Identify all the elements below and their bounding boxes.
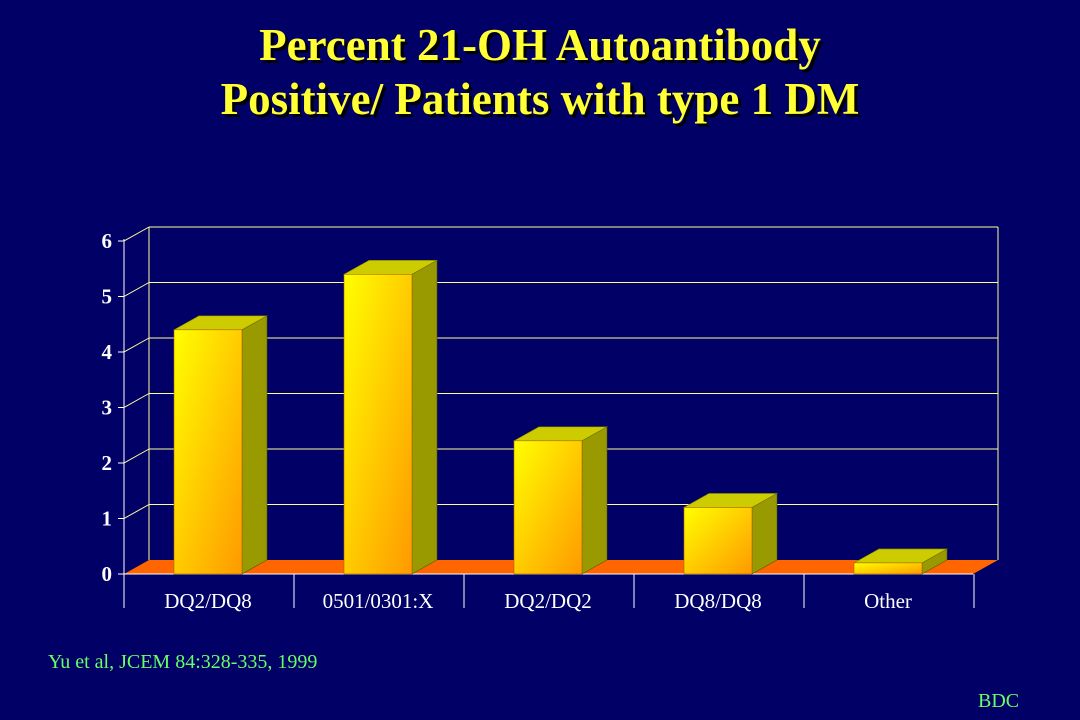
bar-other bbox=[852, 548, 949, 575]
bar-0501-0301-x bbox=[342, 259, 439, 575]
x-tick-label: DQ8/DQ8 bbox=[674, 589, 762, 613]
bar-front-face bbox=[173, 329, 243, 575]
y-tick-label: 2 bbox=[102, 451, 113, 475]
title-line-2: Positive/ Patients with type 1 DM bbox=[220, 74, 860, 124]
gridlines bbox=[123, 226, 999, 560]
y-tick-label: 0 bbox=[102, 562, 113, 586]
y-tick-label: 6 bbox=[102, 229, 113, 253]
gridline-diagonal bbox=[123, 226, 150, 242]
title-line-1: Percent 21-OH Autoantibody bbox=[259, 20, 821, 70]
y-tick-label: 4 bbox=[102, 340, 113, 364]
x-tick-label: DQ2/DQ8 bbox=[164, 589, 252, 613]
gridline-diagonal bbox=[123, 448, 150, 464]
brand-label: BDC bbox=[978, 690, 1020, 712]
x-tick-label: 0501/0301:X bbox=[323, 589, 434, 613]
gridline-diagonal bbox=[123, 282, 150, 297]
bar-side-face bbox=[241, 315, 268, 575]
citation-text: Yu et al, JCEM 84:328-335, 1999 bbox=[48, 651, 318, 673]
y-tick-label: 3 bbox=[102, 396, 113, 420]
slide-title: Percent 21-OH Autoantibody Positive/ Pat… bbox=[0, 18, 1080, 126]
bar-front-face bbox=[853, 562, 923, 575]
gridline-diagonal bbox=[123, 337, 150, 353]
gridline-diagonal bbox=[123, 504, 150, 519]
x-tick-label: DQ2/DQ2 bbox=[504, 589, 592, 613]
bar-side-face bbox=[411, 259, 438, 575]
gridline-diagonal bbox=[123, 393, 150, 408]
y-tick-label: 5 bbox=[102, 285, 113, 309]
bar-dq8-dq8 bbox=[682, 492, 779, 575]
x-tick-label: Other bbox=[864, 589, 912, 613]
bar-dq2-dq2 bbox=[512, 426, 609, 575]
y-tick-label: 1 bbox=[102, 507, 113, 531]
bar-side-face bbox=[581, 426, 608, 575]
bar-front-face bbox=[513, 440, 583, 575]
bar-dq2-dq8 bbox=[172, 315, 269, 575]
bar-front-face bbox=[343, 273, 413, 575]
bar-front-face bbox=[683, 507, 753, 575]
